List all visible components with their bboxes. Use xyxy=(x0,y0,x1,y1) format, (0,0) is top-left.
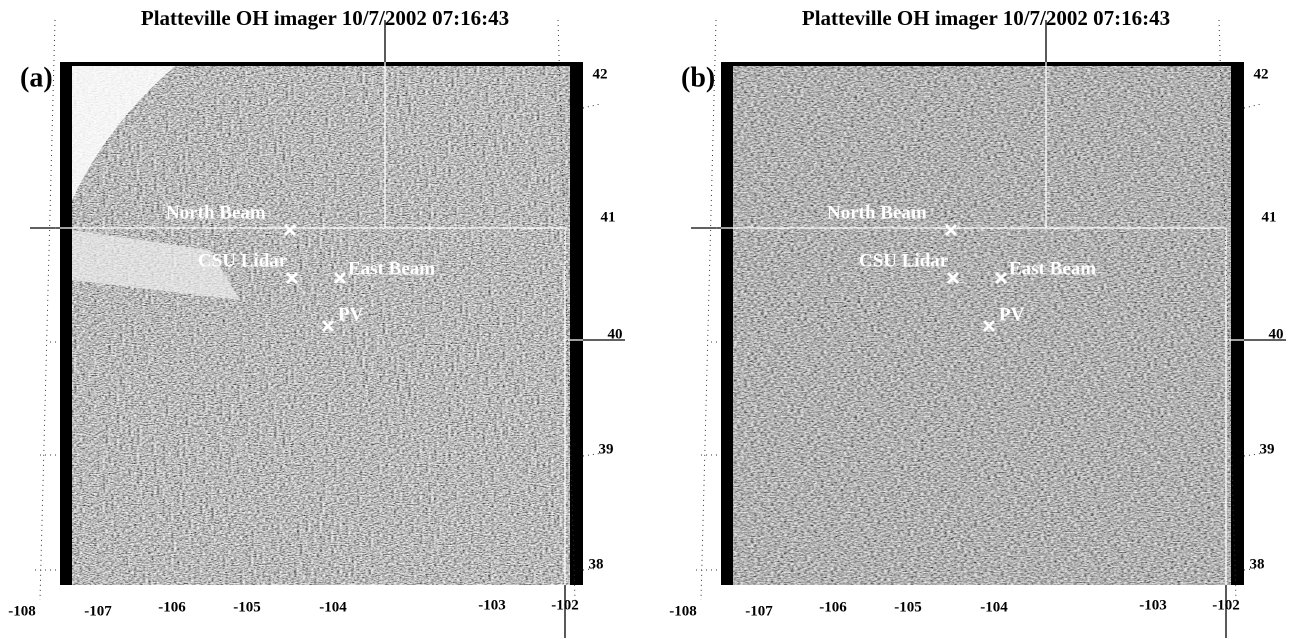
x-tick-label: -108 xyxy=(669,603,697,619)
site-marker xyxy=(321,319,335,333)
state-border-outer xyxy=(30,20,625,638)
graticule xyxy=(35,19,611,601)
panel: Platteville OH imager 10/7/2002 07:16:43… xyxy=(8,6,625,638)
panel: Platteville OH imager 10/7/2002 07:16:43… xyxy=(669,6,1286,638)
state-border-outer xyxy=(691,20,1286,638)
site-label: CSU Lidar xyxy=(198,250,288,271)
y-tick-label: 40 xyxy=(608,326,623,342)
site-label: North Beam xyxy=(166,202,266,223)
bright-band xyxy=(72,230,240,300)
x-tick-label: -104 xyxy=(980,599,1008,615)
x-tick-label: -107 xyxy=(745,603,773,619)
site-marker xyxy=(946,271,960,285)
y-tick-label: 41 xyxy=(601,209,616,225)
site-marker xyxy=(944,223,958,237)
x-tick-label: -104 xyxy=(319,599,347,615)
edge-top xyxy=(721,62,1244,66)
y-tick-label: 39 xyxy=(1260,441,1275,457)
x-tick-label: -108 xyxy=(8,603,36,619)
x-tick-label: -106 xyxy=(158,599,186,615)
site-label: PV xyxy=(338,304,364,325)
x-tick-label: -107 xyxy=(84,603,112,619)
edge-right xyxy=(570,62,583,585)
graticule xyxy=(696,19,1272,601)
panel-label: (b) xyxy=(681,62,715,93)
panel-title: Platteville OH imager 10/7/2002 07:16:43 xyxy=(141,6,509,30)
x-tick-label: -103 xyxy=(1139,597,1167,613)
site-marker xyxy=(982,319,996,333)
x-tick-label: -105 xyxy=(233,599,261,615)
site-marker xyxy=(994,271,1008,285)
y-tick-label: 42 xyxy=(1254,66,1269,82)
panel-title: Platteville OH imager 10/7/2002 07:16:43 xyxy=(802,6,1170,30)
site-marker xyxy=(285,271,299,285)
edge-right xyxy=(1231,62,1244,585)
y-tick-label: 38 xyxy=(1250,556,1265,572)
sky-image xyxy=(60,62,583,585)
site-label: PV xyxy=(999,304,1025,325)
y-tick-label: 40 xyxy=(1269,326,1284,342)
y-tick-label: 42 xyxy=(593,66,608,82)
site-label: North Beam xyxy=(827,202,927,223)
edge-left xyxy=(60,62,72,585)
y-tick-label: 39 xyxy=(599,441,614,457)
panel-label: (a) xyxy=(20,62,53,93)
site-label: East Beam xyxy=(1009,258,1096,279)
sky-image xyxy=(721,62,1244,585)
site-label: CSU Lidar xyxy=(859,250,949,271)
x-tick-label: -102 xyxy=(551,597,579,613)
x-tick-label: -106 xyxy=(819,599,847,615)
edge-left xyxy=(721,62,733,585)
site-marker xyxy=(333,271,347,285)
x-tick-label: -103 xyxy=(478,597,506,613)
edge-top xyxy=(60,62,583,66)
site-label: East Beam xyxy=(348,258,435,279)
y-tick-label: 41 xyxy=(1262,209,1277,225)
y-tick-label: 38 xyxy=(589,556,604,572)
x-tick-label: -105 xyxy=(894,599,922,615)
bright-region xyxy=(72,62,180,200)
x-tick-label: -102 xyxy=(1212,597,1240,613)
site-marker xyxy=(283,223,297,237)
